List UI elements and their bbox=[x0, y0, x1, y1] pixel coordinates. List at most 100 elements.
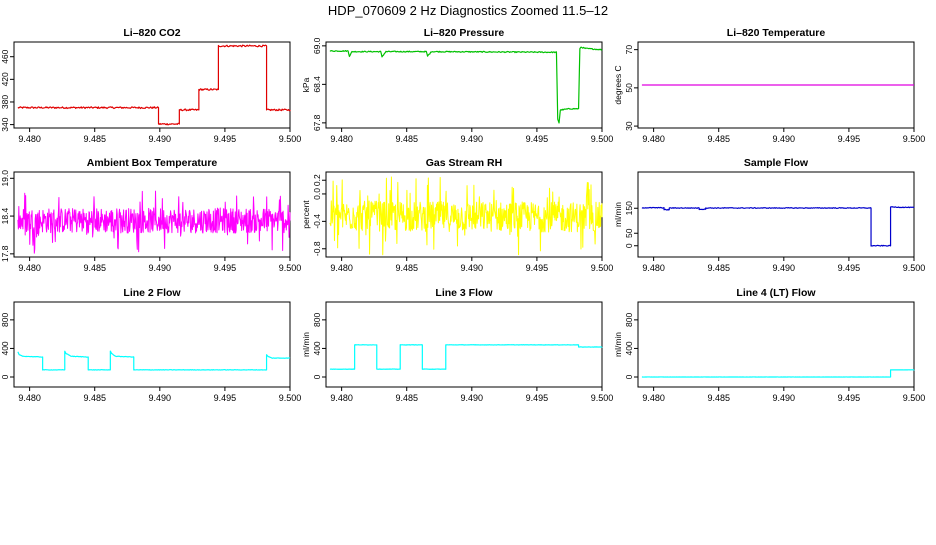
x-tick-label: 9.485 bbox=[83, 134, 106, 144]
y-axis-label: ml/min bbox=[301, 332, 311, 357]
x-tick-label: 9.490 bbox=[461, 134, 484, 144]
plot-frame bbox=[13, 41, 291, 129]
y-tick-label: 400 bbox=[624, 341, 634, 355]
chart-title: Line 2 Flow bbox=[123, 287, 181, 299]
x-tick-label: 9.480 bbox=[642, 263, 665, 273]
series-line bbox=[641, 369, 915, 378]
x-tick-label: 9.495 bbox=[838, 263, 861, 273]
x-tick-label: 9.480 bbox=[18, 393, 41, 403]
y-tick-label: 70 bbox=[624, 45, 634, 55]
x-tick-label: 9.500 bbox=[903, 393, 926, 403]
y-tick-label: 420 bbox=[0, 72, 10, 86]
chart-title: Ambient Box Temperature bbox=[87, 157, 218, 169]
y-tick-label: 400 bbox=[312, 341, 322, 355]
y-tick-label: 400 bbox=[0, 341, 10, 355]
plot-frame bbox=[637, 301, 915, 388]
x-tick-label: 9.500 bbox=[591, 263, 614, 273]
y-tick-label: 150 bbox=[624, 201, 634, 215]
x-tick-label: 9.495 bbox=[214, 134, 237, 144]
series-line bbox=[17, 190, 291, 254]
chart-title: Li–820 Pressure bbox=[424, 27, 505, 39]
chart-panels: Li–820 CO2 9.480 9.485 9.490 9.495 9.500 340 38… bbox=[0, 27, 925, 403]
x-tick-label: 9.480 bbox=[18, 134, 41, 144]
x-tick-label: 9.495 bbox=[526, 263, 549, 273]
x-tick-label: 9.490 bbox=[773, 134, 796, 144]
x-tick-label: 9.480 bbox=[642, 393, 665, 403]
x-tick-label: 9.490 bbox=[773, 393, 796, 403]
plot-frame bbox=[637, 171, 915, 258]
y-axis-label: ml/min bbox=[613, 332, 623, 357]
y-tick-label: 0 bbox=[0, 374, 10, 379]
y-tick-label: 19.0 bbox=[0, 170, 10, 187]
x-tick-label: 9.495 bbox=[214, 263, 237, 273]
y-tick-label: 0 bbox=[312, 374, 322, 379]
chart-title: Sample Flow bbox=[744, 157, 809, 169]
x-tick-label: 9.500 bbox=[279, 263, 302, 273]
plot-frame bbox=[325, 41, 603, 129]
y-tick-label: 17.8 bbox=[0, 245, 10, 262]
series-line bbox=[329, 176, 603, 256]
y-axis-label: percent bbox=[301, 200, 311, 229]
y-tick-label: 380 bbox=[0, 95, 10, 109]
y-tick-label: 30 bbox=[624, 121, 634, 131]
x-tick-label: 9.480 bbox=[18, 263, 41, 273]
x-tick-label: 9.495 bbox=[838, 134, 861, 144]
x-tick-label: 9.500 bbox=[279, 134, 302, 144]
plot-frame bbox=[325, 301, 603, 388]
x-tick-label: 9.480 bbox=[330, 393, 353, 403]
x-tick-label: 9.485 bbox=[707, 134, 730, 144]
chart-panel-1: Li–820 CO2 9.480 9.485 9.490 9.495 9.500 340 38… bbox=[0, 27, 301, 144]
x-tick-label: 9.485 bbox=[395, 393, 418, 403]
x-tick-label: 9.485 bbox=[707, 393, 730, 403]
x-tick-label: 9.485 bbox=[395, 134, 418, 144]
y-tick-label: 18.4 bbox=[0, 208, 10, 225]
x-tick-label: 9.490 bbox=[149, 393, 172, 403]
x-tick-label: 9.490 bbox=[461, 393, 484, 403]
x-tick-label: 9.495 bbox=[214, 393, 237, 403]
series-line bbox=[17, 350, 291, 371]
y-tick-label: 800 bbox=[624, 312, 634, 326]
y-tick-label: 800 bbox=[312, 312, 322, 326]
chart-panel-3: Li–820 Temperature 9.480 9.485 9.490 9.495 9.… bbox=[613, 27, 925, 144]
y-axis-label: degrees C bbox=[613, 65, 623, 104]
y-tick-label: 800 bbox=[0, 312, 10, 326]
y-tick-label: 0 bbox=[624, 243, 634, 248]
x-tick-label: 9.500 bbox=[591, 393, 614, 403]
y-tick-label: 67.8 bbox=[312, 114, 322, 131]
x-tick-label: 9.495 bbox=[526, 134, 549, 144]
x-tick-label: 9.480 bbox=[330, 263, 353, 273]
x-tick-label: 9.490 bbox=[461, 263, 484, 273]
plot-frame bbox=[13, 301, 291, 388]
y-tick-label: 69.0 bbox=[312, 37, 322, 54]
y-tick-label: 50 bbox=[624, 83, 634, 93]
chart-panel-2: Li–820 Pressure 9.480 9.485 9.490 9.495 9.500… bbox=[301, 27, 613, 144]
x-tick-label: 9.490 bbox=[149, 263, 172, 273]
chart-panel-4: Ambient Box Temperature 9.480 9.485 9.490 9.… bbox=[0, 157, 301, 273]
chart-title: Gas Stream RH bbox=[426, 157, 502, 169]
y-tick-label: -0.4 bbox=[312, 214, 322, 229]
y-axis-label: ml/min bbox=[613, 202, 623, 227]
y-tick-label: 0.2 bbox=[312, 174, 322, 186]
chart-panel-7: Line 2 Flow 9.480 9.485 9.490 9.495 9.500 0 400… bbox=[0, 287, 301, 403]
page-title: HDP_070609 2 Hz Diagnostics Zoomed 11.5–… bbox=[328, 3, 608, 18]
y-tick-label: 460 bbox=[0, 49, 10, 63]
y-tick-label: 50 bbox=[624, 228, 634, 238]
series-line bbox=[17, 44, 291, 126]
x-tick-label: 9.500 bbox=[591, 134, 614, 144]
y-axis-label: kPa bbox=[301, 77, 311, 92]
x-tick-label: 9.485 bbox=[83, 263, 106, 273]
y-tick-label: 340 bbox=[0, 117, 10, 131]
x-tick-label: 9.480 bbox=[642, 134, 665, 144]
chart-title: Line 3 Flow bbox=[435, 287, 493, 299]
x-tick-label: 9.490 bbox=[773, 263, 796, 273]
x-tick-label: 9.495 bbox=[526, 393, 549, 403]
x-tick-label: 9.485 bbox=[83, 393, 106, 403]
chart-title: Line 4 (LT) Flow bbox=[736, 287, 816, 299]
x-tick-label: 9.500 bbox=[279, 393, 302, 403]
chart-title: Li–820 CO2 bbox=[123, 27, 180, 39]
series-line bbox=[329, 344, 603, 370]
series-line bbox=[641, 206, 915, 247]
chart-panel-5: Gas Stream RH 9.480 9.485 9.490 9.495 9.500 -0… bbox=[301, 157, 613, 273]
